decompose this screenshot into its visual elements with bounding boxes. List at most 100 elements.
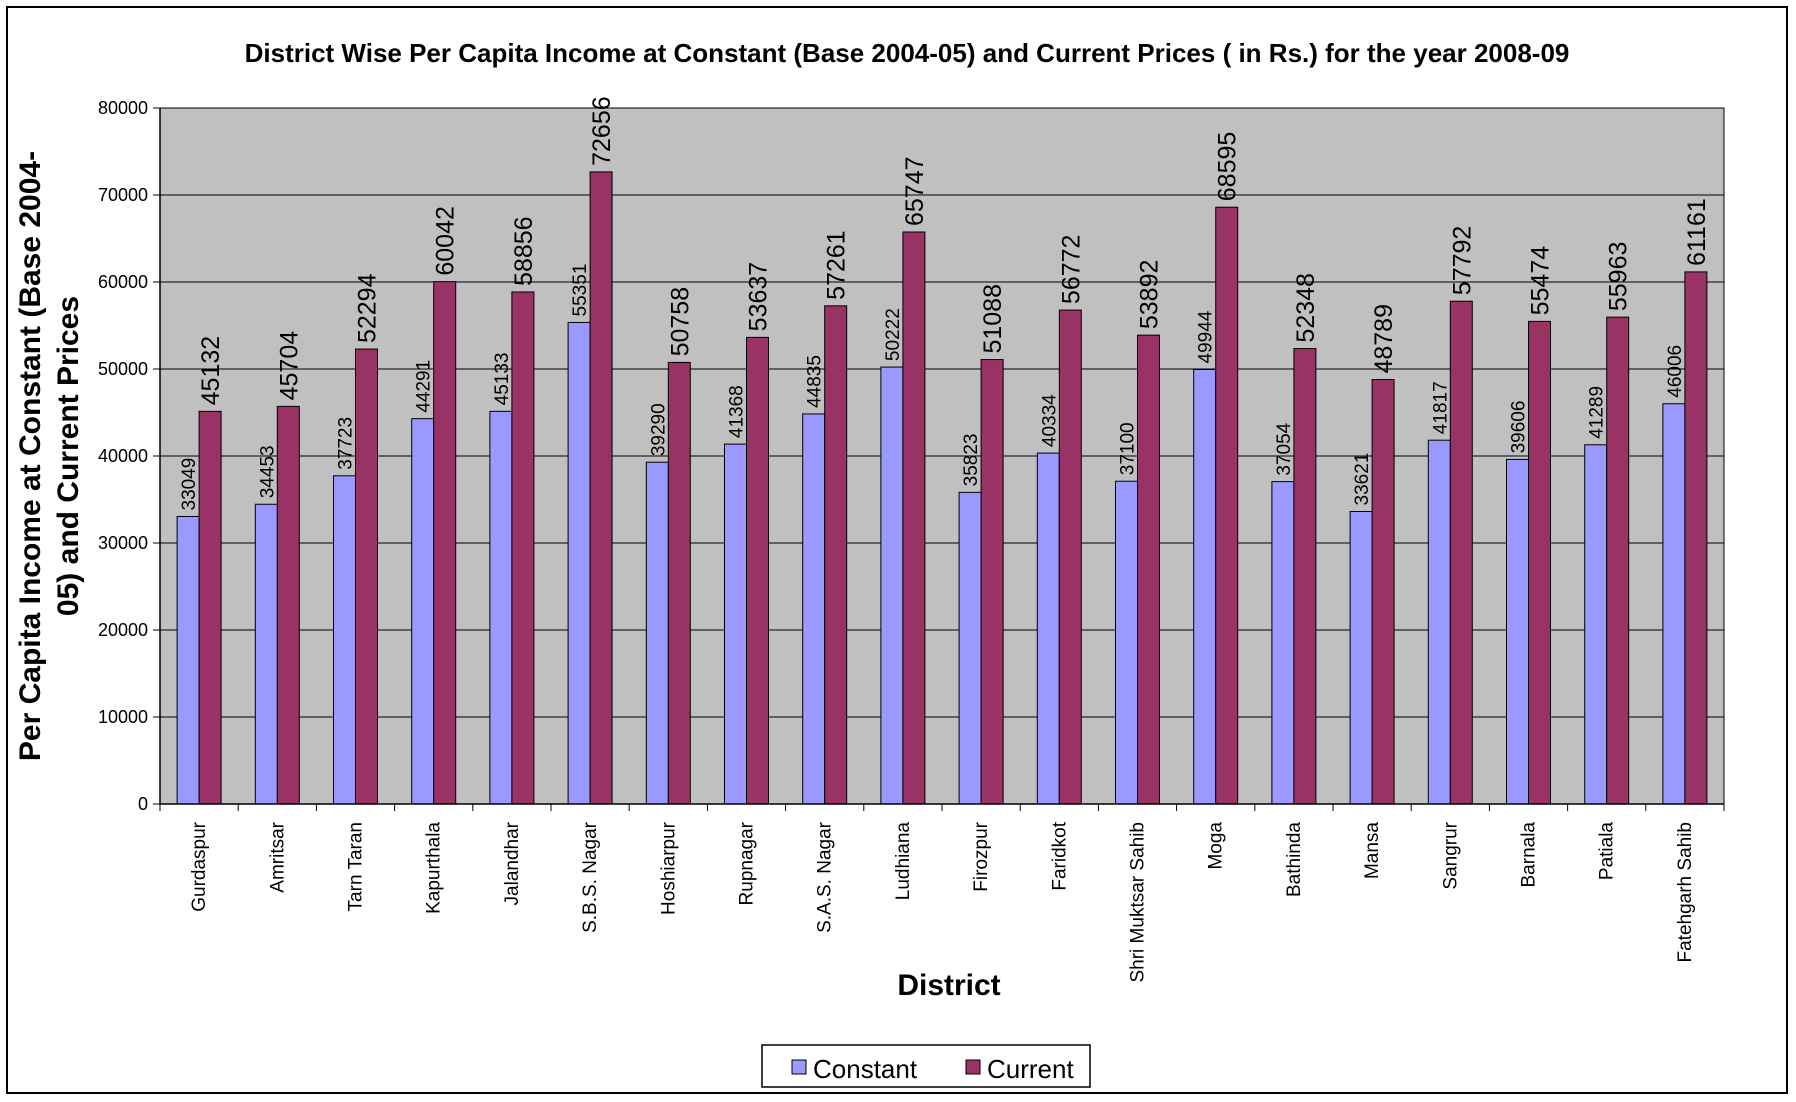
y-axis-title-line-2: 05) and Current Prices [52,296,85,616]
bar-constant [176,515,200,805]
bar-current [355,348,378,805]
data-label-constant: 44291 [414,360,435,413]
data-label-constant: 35823 [961,433,982,486]
bar-current [1293,348,1317,805]
data-label-current: 51088 [979,284,1007,354]
category-label: Tarn Taran [346,822,367,911]
data-label-constant: 41289 [1587,386,1608,439]
y-axis-title-line-1: Per Capita Income at Constant (Base 2004… [14,151,47,761]
bar-constant [1036,452,1060,805]
data-label-constant: 44835 [805,355,826,408]
bar-constant [1271,481,1295,805]
bar-current [902,231,926,805]
data-label-constant: 40334 [1039,394,1060,447]
data-label-constant: 33049 [179,458,200,511]
x-axis: Gurdaspur Amritsar Tarn Taran Kapurthala Jal… [159,803,1725,983]
category-label: Firozpur [971,821,992,891]
data-label-current: 58856 [510,216,538,286]
bar-current [1449,300,1473,805]
bar-constant [489,410,513,805]
category-label: Moga [1206,822,1227,870]
data-label-constant: 37100 [1118,422,1139,475]
category-label: Amritsar [267,821,288,892]
bar-constant [333,475,356,805]
y-axis: 0 10000 20000 30000 40000 50000 60000 70000 8000… [98,98,161,814]
category-label: Faridkot [1049,821,1070,890]
data-label-constant: 49944 [1196,310,1217,363]
bars [176,171,1708,805]
data-label-constant: 37723 [336,417,357,470]
data-label-current: 61161 [1683,198,1711,266]
legend: Constant Current [761,1044,1091,1088]
y-tick-label: 50000 [98,359,148,379]
data-label-current: 45704 [275,331,303,401]
bar-constant [1115,480,1138,805]
bar-constant [1193,368,1217,805]
chart-title: District Wise Per Capita Income at Const… [245,38,1570,68]
legend-swatch-constant [791,1059,807,1075]
x-axis-title: District [897,969,1000,1002]
data-label-current: 68595 [1214,132,1242,202]
legend-label-current: Current [987,1054,1074,1084]
data-label-current: 48789 [1370,304,1398,374]
bar-current [1528,320,1551,805]
category-label: Rupnagar [737,821,758,905]
bar-current [589,171,613,805]
data-label-current: 60042 [432,206,460,276]
bar-constant [254,503,278,805]
category-label: Fatehgarh Sahib [1675,822,1696,963]
bar-constant [645,461,669,805]
bar-constant [567,321,591,805]
bar-current [1215,206,1239,805]
data-label-current: 57792 [1448,226,1476,296]
data-label-current: 52348 [1292,273,1320,343]
data-label-constant: 37054 [1274,422,1295,475]
bar-constant [1349,510,1373,805]
bar-current [1058,309,1082,805]
category-label: Bathinda [1284,822,1305,897]
data-label-current: 57261 [823,230,851,300]
category-label: S.A.S. Nagar [815,821,836,933]
data-label-constant: 33621 [1352,453,1373,506]
bar-constant [1506,458,1529,805]
data-label-constant: 41817 [1430,381,1451,434]
y-tick-label: 0 [138,794,148,814]
bar-constant [1427,439,1451,805]
bar-current [276,405,300,805]
category-label: Mansa [1362,822,1383,879]
bar-constant [1662,403,1686,805]
bar-current [433,281,457,805]
bar-constant [958,491,982,805]
bar-current [1684,271,1708,805]
category-label: Ludhiana [893,822,914,901]
bar-constant [880,366,904,805]
bar-constant [724,443,747,805]
y-tick-label: 70000 [98,185,148,205]
legend-label-constant: Constant [813,1054,918,1084]
data-label-constant: 34453 [257,445,278,498]
category-label: Jalandhar [502,821,523,905]
data-label-current: 53892 [1136,260,1164,330]
data-label-current: 52294 [354,273,382,343]
data-label-constant: 55351 [570,264,591,317]
category-label: Gurdaspur [189,821,210,911]
data-label-constant: 41368 [727,385,748,438]
data-label-current: 65747 [901,156,929,226]
data-label-current: 72656 [588,96,616,166]
bar-constant [802,413,826,805]
data-label-current: 55474 [1527,246,1555,316]
bar-current [1606,316,1630,805]
data-label-current: 56772 [1057,235,1085,305]
category-label: Barnala [1519,822,1540,888]
data-label-constant: 45133 [492,352,513,405]
bar-current [667,361,691,805]
data-label-constant: 50222 [883,308,904,361]
category-label: Kapurthala [424,822,445,914]
bar-current [511,291,535,805]
bar-constant [1584,444,1608,805]
data-label-constant: 39290 [648,403,669,456]
legend-swatch-current [965,1059,981,1075]
y-tick-label: 60000 [98,272,148,292]
data-label-current: 55963 [1605,242,1633,312]
y-tick-label: 40000 [98,446,148,466]
